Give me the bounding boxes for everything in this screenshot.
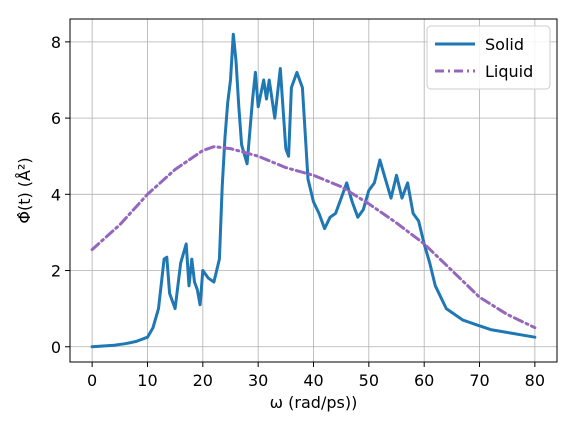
x-tick-label: 30 xyxy=(248,371,268,390)
x-tick-label: 0 xyxy=(87,371,97,390)
legend: Solid Liquid xyxy=(426,25,551,90)
x-tick-label: 70 xyxy=(469,371,489,390)
y-tick-label: 2 xyxy=(51,262,61,281)
x-tick-label: 60 xyxy=(414,371,434,390)
y-axis-label: Φ̂(t) (Å²) xyxy=(15,157,34,223)
x-tick-label: 80 xyxy=(525,371,545,390)
y-tick-label: 6 xyxy=(51,109,61,128)
x-axis-label: ω (rad/ps)) xyxy=(270,393,358,412)
legend-box xyxy=(426,25,551,90)
x-tick-label: 20 xyxy=(193,371,213,390)
series-line-solid xyxy=(90,32,537,349)
ticks: 0 10 20 30 40 50 60 70 80 0 2 4 6 8 xyxy=(51,33,545,390)
series-line-liquid xyxy=(90,145,537,330)
legend-label-liquid: Liquid xyxy=(485,62,533,81)
y-tick-label: 0 xyxy=(51,338,61,357)
x-tick-label: 50 xyxy=(359,371,379,390)
plot-series xyxy=(90,32,537,349)
y-tick-label: 4 xyxy=(51,185,61,204)
x-tick-label: 10 xyxy=(137,371,157,390)
legend-label-solid: Solid xyxy=(485,35,524,54)
y-tick-label: 8 xyxy=(51,33,61,52)
x-tick-label: 40 xyxy=(303,371,323,390)
